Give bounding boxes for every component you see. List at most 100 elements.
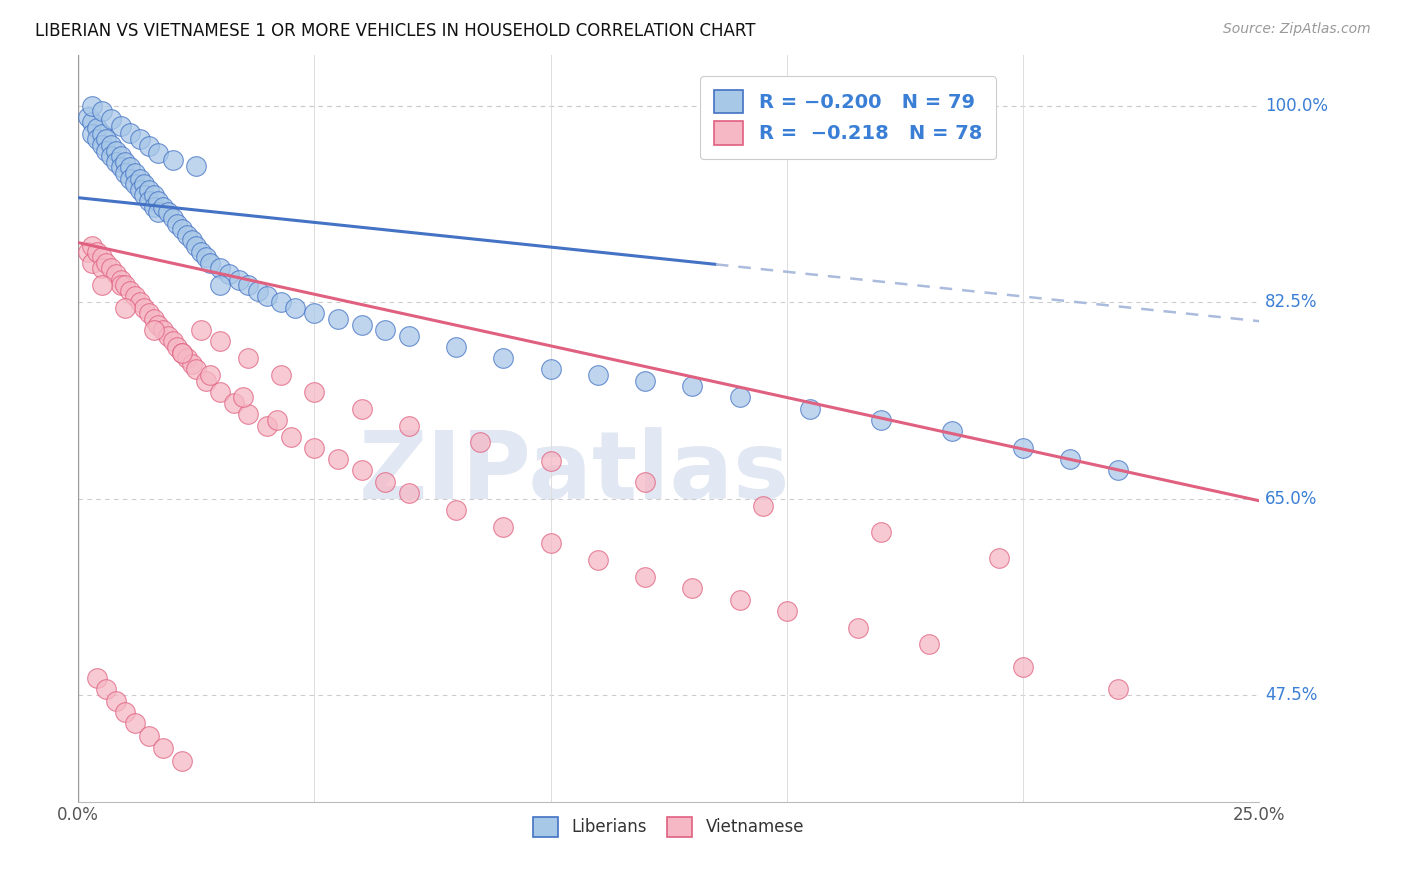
Point bbox=[304, 306, 326, 320]
Point bbox=[152, 200, 174, 214]
Point bbox=[398, 328, 420, 343]
Point bbox=[128, 132, 150, 146]
Point bbox=[200, 256, 222, 270]
Point bbox=[138, 183, 160, 197]
Point bbox=[82, 256, 104, 270]
Point bbox=[156, 328, 179, 343]
Point bbox=[96, 132, 118, 146]
Point bbox=[170, 345, 193, 359]
Text: Source: ZipAtlas.com: Source: ZipAtlas.com bbox=[1223, 22, 1371, 37]
Point bbox=[238, 407, 260, 421]
Point bbox=[186, 159, 208, 173]
Point bbox=[284, 301, 307, 315]
Point bbox=[162, 153, 184, 167]
Point bbox=[1059, 452, 1081, 467]
Point bbox=[540, 454, 562, 468]
Point bbox=[100, 149, 122, 163]
Point bbox=[256, 289, 278, 303]
Point bbox=[634, 475, 657, 489]
Point bbox=[152, 323, 174, 337]
Point bbox=[304, 384, 326, 399]
Point bbox=[124, 716, 146, 731]
Point bbox=[398, 486, 420, 500]
Point bbox=[170, 754, 193, 768]
Point bbox=[304, 441, 326, 455]
Point bbox=[398, 418, 420, 433]
Point bbox=[190, 323, 212, 337]
Point bbox=[988, 551, 1011, 566]
Point bbox=[86, 121, 108, 136]
Point bbox=[114, 166, 136, 180]
Point bbox=[138, 194, 160, 208]
Point bbox=[190, 244, 212, 259]
Point bbox=[82, 115, 104, 129]
Point bbox=[208, 261, 231, 276]
Point bbox=[90, 250, 112, 264]
Point bbox=[194, 250, 217, 264]
Point bbox=[152, 740, 174, 755]
Point bbox=[186, 362, 208, 376]
Point bbox=[100, 112, 122, 127]
Point bbox=[138, 730, 160, 744]
Point bbox=[540, 362, 562, 376]
Point bbox=[128, 295, 150, 310]
Point bbox=[166, 340, 188, 354]
Point bbox=[917, 637, 939, 651]
Point bbox=[374, 323, 396, 337]
Point bbox=[100, 137, 122, 152]
Point bbox=[76, 244, 98, 259]
Point bbox=[148, 205, 170, 219]
Point bbox=[86, 132, 108, 146]
Point bbox=[166, 217, 188, 231]
Point bbox=[326, 452, 349, 467]
Text: LIBERIAN VS VIETNAMESE 1 OR MORE VEHICLES IN HOUSEHOLD CORRELATION CHART: LIBERIAN VS VIETNAMESE 1 OR MORE VEHICLE… bbox=[35, 22, 755, 40]
Text: 47.5%: 47.5% bbox=[1265, 686, 1317, 704]
Legend: Liberians, Vietnamese: Liberians, Vietnamese bbox=[524, 808, 813, 846]
Point bbox=[540, 536, 562, 550]
Point bbox=[266, 413, 288, 427]
Point bbox=[148, 318, 170, 332]
Point bbox=[326, 312, 349, 326]
Point bbox=[776, 604, 799, 618]
Point bbox=[100, 261, 122, 276]
Point bbox=[200, 368, 222, 382]
Point bbox=[228, 272, 250, 286]
Point bbox=[138, 139, 160, 153]
Text: ZIPatlas: ZIPatlas bbox=[359, 427, 790, 519]
Point bbox=[634, 570, 657, 584]
Point bbox=[90, 127, 112, 141]
Point bbox=[492, 351, 515, 366]
Point bbox=[218, 267, 240, 281]
Point bbox=[110, 119, 132, 133]
Point bbox=[208, 278, 231, 293]
Point bbox=[104, 154, 127, 169]
Point bbox=[82, 239, 104, 253]
Point bbox=[941, 424, 963, 438]
Point bbox=[170, 222, 193, 236]
Point bbox=[270, 295, 292, 310]
Point bbox=[148, 194, 170, 208]
Point bbox=[96, 144, 118, 158]
Point bbox=[586, 368, 609, 382]
Point bbox=[238, 351, 260, 366]
Point bbox=[232, 391, 254, 405]
Point bbox=[110, 149, 132, 163]
Point bbox=[492, 519, 515, 533]
Point bbox=[752, 500, 775, 514]
Point bbox=[82, 127, 104, 141]
Point bbox=[180, 233, 202, 247]
Text: 100.0%: 100.0% bbox=[1265, 96, 1329, 115]
Point bbox=[104, 693, 127, 707]
Point bbox=[110, 272, 132, 286]
Point bbox=[208, 384, 231, 399]
Point bbox=[90, 137, 112, 152]
Point bbox=[96, 256, 118, 270]
Point bbox=[162, 211, 184, 225]
Point bbox=[162, 334, 184, 349]
Point bbox=[634, 374, 657, 388]
Point bbox=[120, 126, 142, 140]
Point bbox=[142, 188, 165, 202]
Point bbox=[120, 284, 142, 298]
Point bbox=[870, 413, 893, 427]
Point bbox=[142, 200, 165, 214]
